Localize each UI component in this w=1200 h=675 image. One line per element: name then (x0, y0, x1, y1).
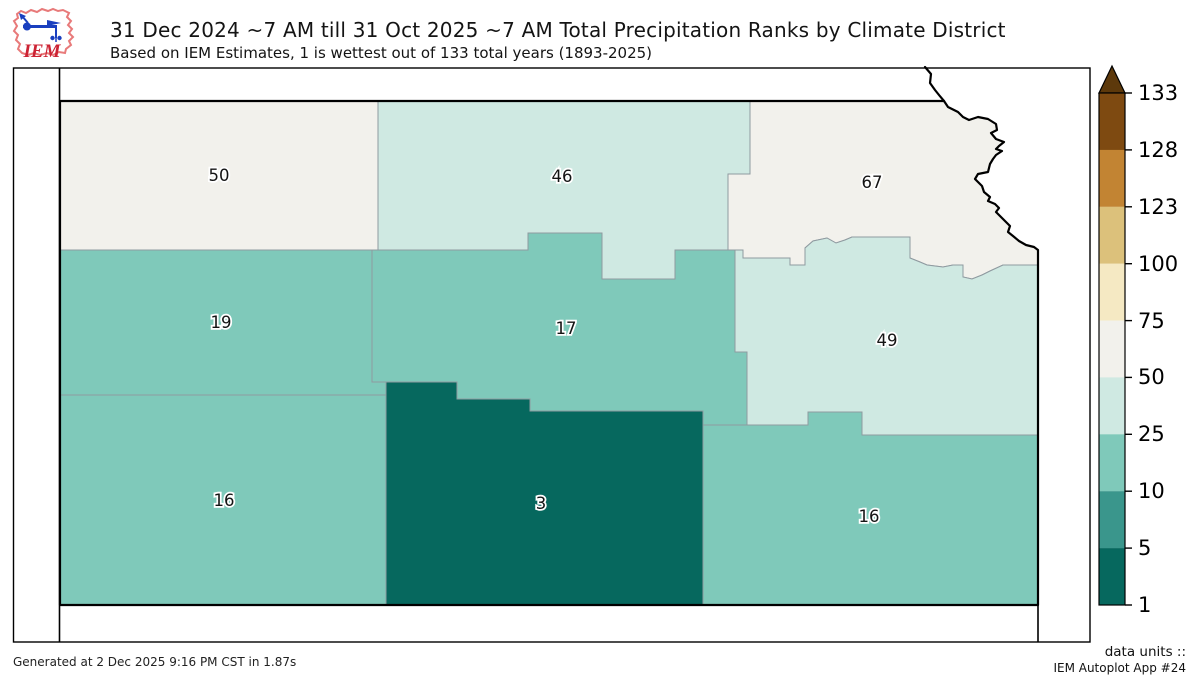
label-east-central: 49 (877, 331, 898, 350)
cbtick-50: 50 (1138, 365, 1165, 389)
iowa-outline-icon (12, 7, 75, 57)
iem-logo-text: IEM (23, 41, 62, 62)
label-west-central: 19 (211, 313, 232, 332)
cbtick-75: 75 (1138, 309, 1165, 333)
cbtick-133: 133 (1138, 81, 1178, 105)
weather-vane-icon (19, 13, 62, 42)
colorbar-tickmarks (1125, 92, 1132, 606)
label-central: 17 (556, 319, 577, 338)
kansas-outline (58, 99, 1040, 607)
page-title: 31 Dec 2024 ~7 AM till 31 Oct 2025 ~7 AM… (110, 18, 1006, 42)
colorbar-border (1098, 92, 1126, 606)
generated-timestamp: Generated at 2 Dec 2025 9:16 PM CST in 1… (13, 655, 297, 669)
cbseg-50-75 (1099, 320, 1125, 378)
data-units-label: data units :: (1104, 644, 1186, 660)
cbtick-5: 5 (1138, 536, 1151, 560)
cbseg-25-50 (1099, 377, 1125, 435)
autoplot-app-label: IEM Autoplot App #24 (1053, 661, 1186, 675)
label-northeast: 67 (862, 173, 883, 192)
cbtick-25: 25 (1138, 422, 1165, 446)
cbtick-123: 123 (1138, 195, 1178, 219)
missouri-river-north (923, 65, 946, 103)
district-labels: 50 46 67 19 17 49 16 3 16 (207, 164, 900, 528)
cbtick-128: 128 (1138, 138, 1178, 162)
cbseg-5-10 (1099, 491, 1125, 549)
cbseg-100-123 (1099, 206, 1125, 264)
label-southwest: 16 (214, 491, 235, 510)
page-subtitle: Based on IEM Estimates, 1 is wettest out… (110, 44, 653, 62)
map-frame (12, 67, 1091, 643)
cbseg-10-25 (1099, 434, 1125, 492)
iem-logo: IEM (12, 7, 75, 62)
label-north-central: 46 (552, 167, 573, 186)
colorbar: 133 128 123 100 75 50 25 10 5 1 (1098, 64, 1178, 617)
cbtick-1: 1 (1138, 593, 1151, 617)
label-south-central: 3 (536, 494, 547, 513)
colorbar-tick-labels: 133 128 123 100 75 50 25 10 5 1 (1138, 81, 1178, 617)
cbseg-123-128 (1099, 149, 1125, 207)
district-polygons (59, 100, 1039, 606)
cbseg-128-133 (1099, 93, 1125, 150)
cbtick-10: 10 (1138, 479, 1165, 503)
label-southeast: 16 (859, 507, 880, 526)
cbseg-75-100 (1099, 263, 1125, 321)
label-northwest: 50 (209, 166, 230, 185)
cbtick-100: 100 (1138, 252, 1178, 276)
colorbar-arrow-icon (1098, 64, 1126, 94)
cbseg-1-5 (1099, 548, 1125, 606)
